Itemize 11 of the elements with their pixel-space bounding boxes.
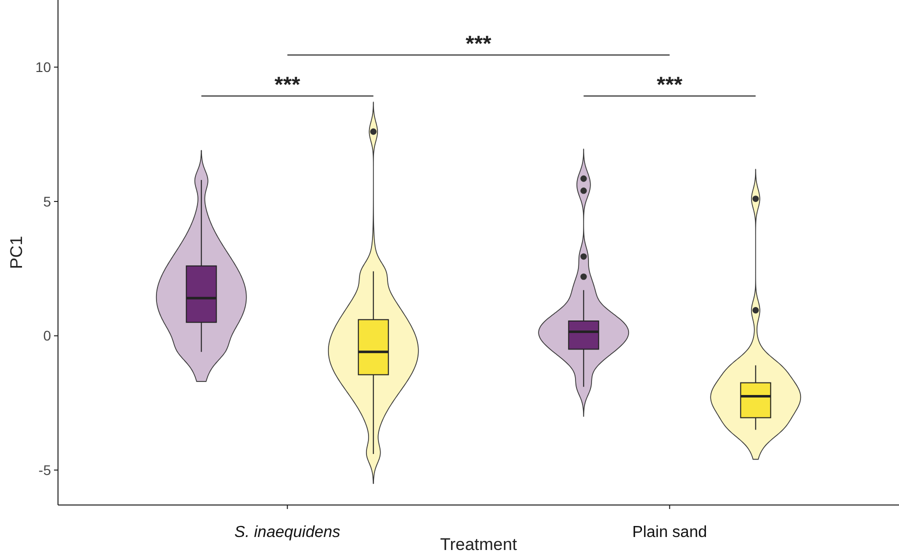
annotation: *** <box>466 31 492 56</box>
x-tick-label: S. inaequidens <box>234 524 340 541</box>
y-axis-title: PC1 <box>7 236 26 270</box>
y-tick-label: 5 <box>43 193 52 210</box>
y-tick-label: 10 <box>35 59 52 76</box>
x-axis-title: Treatment <box>440 535 518 552</box>
y-tick-label: 0 <box>43 328 52 344</box>
annotation: *** <box>274 72 301 97</box>
annotation: *** <box>656 72 683 97</box>
y-tick-label: -5 <box>38 462 52 478</box>
x-tick-label: Plain sand <box>632 524 707 541</box>
